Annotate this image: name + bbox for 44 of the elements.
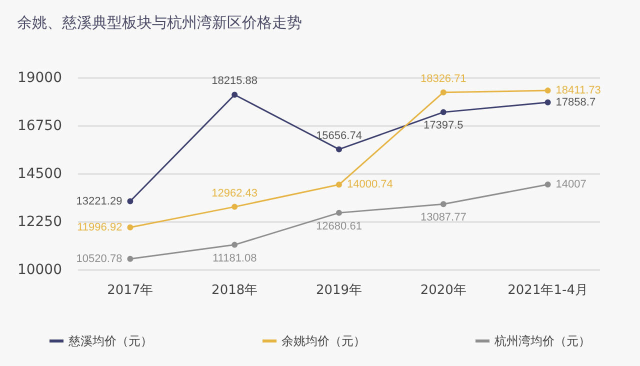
- point: [127, 224, 134, 230]
- point: [544, 99, 551, 106]
- legend-label: 慈溪均价（元）: [68, 334, 152, 348]
- point: [232, 204, 238, 210]
- point: [127, 198, 134, 204]
- data-label: 12962.43: [212, 187, 258, 200]
- x-tick-label: 2021年1-4月: [508, 283, 588, 298]
- point: [440, 201, 446, 208]
- data-label: 18411.73: [556, 84, 601, 97]
- data-label: 17397.5: [424, 120, 464, 132]
- point: [127, 256, 134, 262]
- point: [544, 88, 551, 94]
- data-label: 13087.77: [420, 212, 466, 224]
- data-label: 15656.74: [316, 130, 362, 142]
- data-label: 18326.71: [420, 72, 466, 85]
- data-label: 14007: [556, 178, 586, 191]
- data-label: 17858.7: [556, 96, 596, 108]
- data-label: 11996.92: [77, 221, 122, 234]
- point: [544, 182, 551, 188]
- chart-title: 余姚、慈溪典型板块与杭州湾新区价格走势: [17, 14, 302, 32]
- y-tick-label: 19000: [17, 70, 62, 86]
- point: [232, 242, 238, 248]
- legend-label: 余姚均价（元）: [282, 334, 366, 348]
- data-label: 11181.08: [212, 252, 257, 264]
- point: [336, 210, 342, 216]
- point: [440, 109, 446, 116]
- point: [336, 182, 342, 188]
- data-label: 10520.78: [76, 252, 122, 265]
- y-tick-label: 14500: [17, 166, 62, 182]
- data-label: 12680.61: [316, 220, 362, 232]
- x-tick-label: 2017年: [107, 283, 154, 298]
- x-tick-label: 2019年: [316, 283, 362, 298]
- data-label: 13221.29: [76, 195, 122, 208]
- x-tick-label: 2018年: [212, 283, 258, 298]
- legend-label: 杭州湾均价（元）: [494, 334, 590, 348]
- data-label: 14000.74: [347, 178, 393, 191]
- y-tick-label: 12250: [17, 214, 62, 230]
- y-tick-label: 16750: [17, 118, 62, 134]
- point: [440, 89, 446, 96]
- point: [232, 92, 238, 98]
- point: [336, 146, 342, 152]
- x-tick-label: 2020年: [420, 283, 466, 298]
- y-tick-label: 10000: [17, 262, 62, 278]
- data-label: 18215.88: [212, 75, 258, 88]
